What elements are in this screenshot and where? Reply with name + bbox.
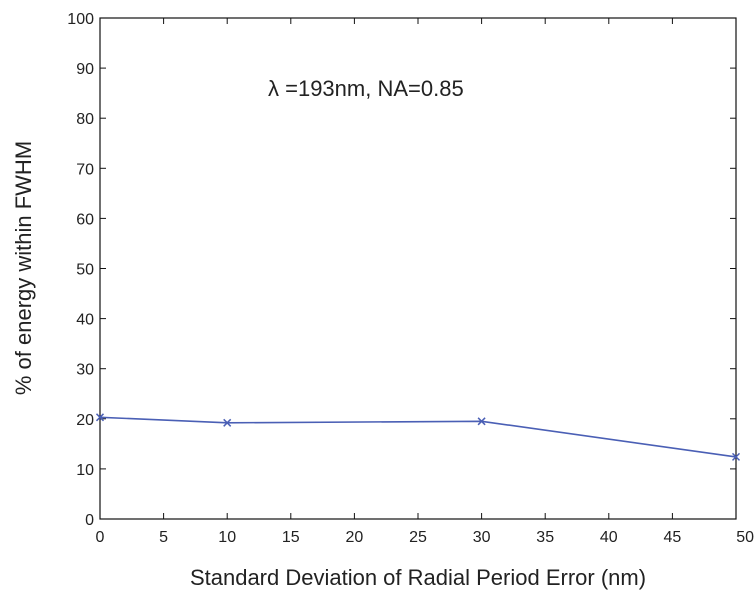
marker-stroke: [223, 418, 232, 427]
x-tick-label: 25: [409, 529, 427, 546]
x-tick-label: 5: [159, 529, 168, 546]
y-axis-title: % of energy within FWHM: [11, 141, 36, 395]
x-tick-label: 50: [736, 529, 754, 546]
data-point: [477, 417, 486, 426]
y-tick-label: 90: [76, 61, 94, 78]
x-tick-label: 20: [346, 529, 364, 546]
marker-stroke: [477, 417, 486, 426]
x-tick-label: 0: [96, 529, 105, 546]
x-tick-label: 30: [473, 529, 491, 546]
data-point: [223, 418, 232, 427]
y-tick-label: 80: [76, 111, 94, 128]
x-tick-label: 45: [664, 529, 682, 546]
data-point: [95, 413, 105, 422]
y-tick-label: 10: [76, 462, 94, 479]
marker-stroke: [731, 452, 741, 461]
y-tick-label: 20: [76, 412, 94, 429]
y-tick-label: 40: [76, 312, 94, 329]
y-tick-label: 0: [85, 512, 94, 529]
x-tick-label: 35: [536, 529, 554, 546]
x-tick-label: 40: [600, 529, 618, 546]
x-tick-label: 15: [282, 529, 300, 546]
x-tick-label: 10: [218, 529, 236, 546]
y-tick-label: 50: [76, 262, 94, 279]
annotation: λ =193nm, NA=0.85: [268, 76, 464, 101]
y-tick-label: 30: [76, 362, 94, 379]
plot-area: [99, 17, 737, 520]
y-tick-label: 70: [76, 161, 94, 178]
x-axis-title: Standard Deviation of Radial Period Erro…: [190, 565, 646, 590]
marker-stroke: [95, 413, 105, 422]
x-axis: 0 5 10 15 20 25 30 35 40 45 50: [96, 18, 754, 546]
series-line: [99, 416, 737, 458]
y-tick-label: 100: [67, 11, 94, 28]
y-axis: 0 10 20 30 40 50 60 70 80 90 100: [67, 11, 736, 529]
data-point: [731, 452, 741, 461]
series-layer: [95, 413, 741, 461]
y-tick-label: 60: [76, 211, 94, 228]
